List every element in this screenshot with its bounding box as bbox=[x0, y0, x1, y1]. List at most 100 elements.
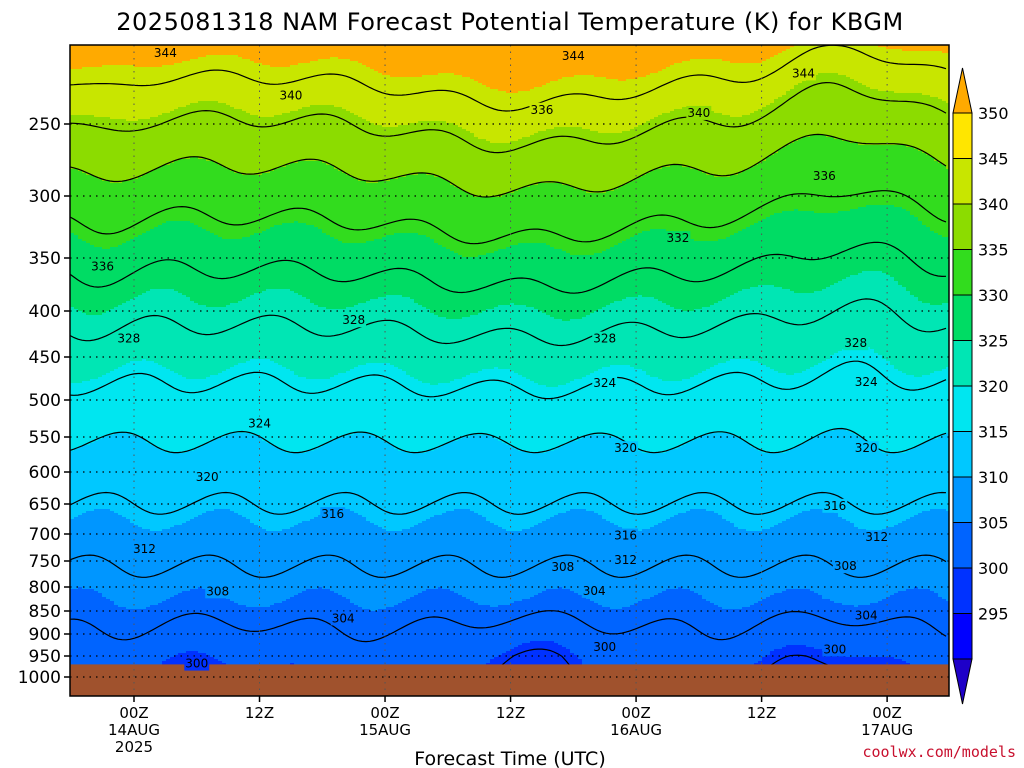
y-tick-label-350: 350 bbox=[29, 249, 61, 269]
x-tick-label: 17AUG bbox=[861, 721, 913, 739]
contour-label-320: 320 bbox=[855, 441, 878, 455]
contour-label-bg bbox=[278, 88, 304, 103]
contour-label-300: 300 bbox=[823, 642, 846, 656]
contour-label-320: 320 bbox=[614, 441, 637, 455]
contour-label-324: 324 bbox=[593, 376, 616, 390]
colorbar-segment bbox=[952, 112, 973, 159]
contour-label-bg bbox=[116, 331, 142, 346]
contour-label-312: 312 bbox=[865, 530, 888, 544]
contour-label-bg bbox=[853, 374, 879, 389]
chart-title: 2025081318 NAM Forecast Potential Temper… bbox=[116, 8, 903, 36]
contour-label-304: 304 bbox=[332, 611, 355, 625]
contour-308 bbox=[70, 610, 947, 643]
contour-label-308: 308 bbox=[206, 584, 229, 598]
contour-labels: 344 344 344 340 340 336 336 336 332 328 328 328 328 3… bbox=[90, 45, 890, 671]
contour-label-bg bbox=[581, 583, 607, 598]
x-tick-label: 15AUG bbox=[359, 721, 411, 739]
contour-label-bg bbox=[550, 560, 576, 575]
x-tick-label: 2025 bbox=[115, 738, 153, 756]
colorbar-segment bbox=[952, 158, 973, 205]
colorbar-label-350: 350 bbox=[978, 104, 1009, 123]
colorbar-segment bbox=[952, 476, 973, 523]
y-tick-label-400: 400 bbox=[29, 302, 61, 322]
colorbar-label-305: 305 bbox=[978, 514, 1009, 533]
contour-label-bg bbox=[853, 608, 879, 623]
colorbar-label-315: 315 bbox=[978, 423, 1009, 442]
contour-label-300: 300 bbox=[185, 657, 208, 671]
y-tick-label-450: 450 bbox=[29, 348, 61, 368]
x-tick-label: 00Z bbox=[872, 704, 901, 722]
colorbar-segment bbox=[952, 203, 973, 250]
contour-label-304: 304 bbox=[855, 609, 878, 623]
contour-label-bg bbox=[613, 552, 639, 567]
colorbar-segment bbox=[952, 294, 973, 341]
contour-label-bg bbox=[132, 542, 157, 557]
colorbar-segment bbox=[952, 385, 973, 432]
colorbar-segment bbox=[952, 613, 973, 660]
contour-label-316: 316 bbox=[614, 529, 637, 543]
grid-lines bbox=[70, 45, 949, 696]
contour-label-bg bbox=[592, 640, 618, 655]
contour-label-bg bbox=[341, 313, 367, 328]
contour-label-336: 336 bbox=[530, 103, 553, 117]
contour-316 bbox=[70, 491, 947, 515]
x-tick-label: 12Z bbox=[496, 704, 525, 722]
contour-label-320: 320 bbox=[196, 470, 219, 484]
contour-348 bbox=[70, 45, 947, 112]
colorbar-label-345: 345 bbox=[978, 150, 1009, 169]
contour-label-332: 332 bbox=[666, 231, 689, 245]
colorbar-label-330: 330 bbox=[978, 286, 1009, 305]
y-tick-label-550: 550 bbox=[29, 428, 61, 448]
contour-label-bg bbox=[529, 102, 555, 117]
contour-label-bg bbox=[613, 528, 639, 543]
x-axis-label: Forecast Time (UTC) bbox=[414, 748, 605, 768]
colorbar-extend-top bbox=[952, 67, 973, 114]
y-tick-label-800: 800 bbox=[29, 578, 61, 598]
contour-label-bg bbox=[184, 656, 210, 671]
colorbar-segment bbox=[952, 567, 973, 614]
contour-label-bg bbox=[152, 45, 178, 60]
y-tick-label-850: 850 bbox=[29, 602, 61, 622]
contour-344 bbox=[70, 81, 947, 154]
colorbar-label-325: 325 bbox=[978, 332, 1009, 351]
x-tick-label: 12Z bbox=[747, 704, 776, 722]
contour-332 bbox=[70, 241, 947, 294]
contour-label-316: 316 bbox=[823, 499, 846, 513]
y-tick-label-250: 250 bbox=[29, 115, 61, 135]
contour-324 bbox=[70, 360, 947, 400]
x-tick-label: 00Z bbox=[621, 704, 650, 722]
y-tick-label-600: 600 bbox=[29, 463, 61, 483]
contour-label-bg bbox=[330, 611, 356, 626]
contour-label-328: 328 bbox=[117, 332, 140, 346]
contour-label-bg bbox=[320, 507, 346, 522]
contour-label-bg bbox=[247, 416, 272, 431]
y-tick-label-650: 650 bbox=[29, 495, 61, 515]
contour-label-308: 308 bbox=[551, 560, 574, 574]
contour-328 bbox=[70, 298, 947, 347]
credit-text: coolwx.com/models bbox=[862, 743, 1016, 761]
plot-area: 344 344 344 340 340 336 336 336 332 328 328 328 328 3… bbox=[70, 45, 949, 696]
y-tick-label-700: 700 bbox=[29, 525, 61, 545]
colorbar-label-340: 340 bbox=[978, 195, 1009, 214]
contour-label-bg bbox=[832, 559, 858, 574]
y-tick-label-950: 950 bbox=[29, 647, 61, 667]
contour-label-308: 308 bbox=[834, 559, 857, 573]
contour-label-bg bbox=[843, 336, 869, 351]
colorbar-segment bbox=[952, 431, 973, 478]
contour-label-316: 316 bbox=[321, 507, 344, 521]
contour-label-324: 324 bbox=[855, 375, 878, 389]
contour-label-312: 312 bbox=[133, 542, 156, 556]
contour-label-bg bbox=[592, 331, 618, 346]
contour-label-bg bbox=[686, 105, 712, 120]
y-tick-label-300: 300 bbox=[29, 187, 61, 207]
colorbar-label-295: 295 bbox=[978, 605, 1009, 624]
contour-label-304: 304 bbox=[583, 584, 606, 598]
pressure-axis: 250 300 350 400 450 500 550 600 650 700 750 800 850 9… bbox=[18, 115, 70, 688]
contour-label-312: 312 bbox=[614, 553, 637, 567]
contour-label-300: 300 bbox=[593, 640, 616, 654]
contour-label-344: 344 bbox=[154, 46, 177, 60]
contour-label-bg bbox=[205, 584, 231, 599]
contour-label-bg bbox=[790, 66, 816, 81]
